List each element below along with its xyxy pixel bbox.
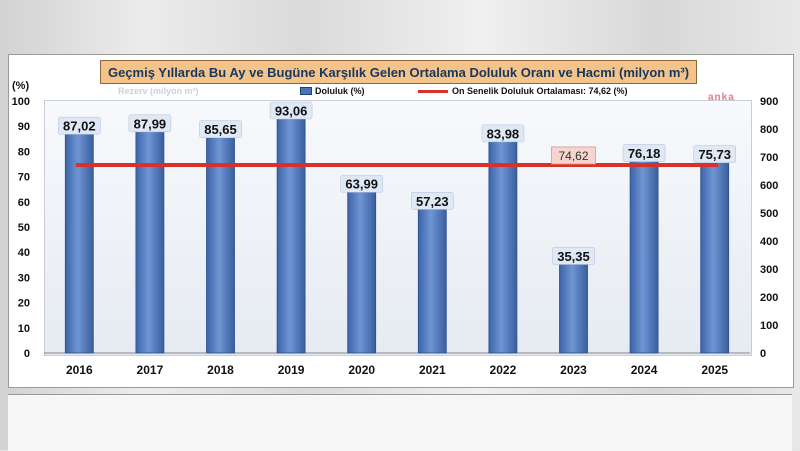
bar-value-box [57,116,101,135]
x-tick-label: 2017 [137,363,164,377]
y-right-tick-label: 100 [760,320,778,332]
bar-2019 [276,118,306,354]
bar-value-label: 75,73 [698,147,731,162]
legend-line-swatch [418,89,448,93]
x-tick-label: 2024 [631,363,658,377]
legend-bar: Doluluk (%) [300,86,365,96]
bar-value-box [410,191,454,210]
legend-bar-swatch [300,87,312,95]
bar-value-label: 76,18 [628,146,661,161]
bar-value-box [481,124,525,143]
lower-panel [8,394,792,451]
bar-value-box [552,247,595,265]
bar-value-label: 87,02 [63,119,96,134]
x-tick-label: 2021 [419,363,446,377]
bar-2024 [629,160,659,354]
bar-2025 [700,161,730,354]
x-tick-label: 2019 [278,363,305,377]
y-left-tick-label: 90 [18,121,30,133]
y-right-tick-label: 200 [760,292,778,304]
bar-value-box [128,114,172,133]
bar-2017 [135,130,165,354]
bar-2022 [488,140,518,354]
y-left-tick-label: 100 [12,96,30,108]
bar-value-label: 85,65 [204,122,237,137]
y-right-tick-label: 800 [760,124,778,136]
x-tick-label: 2022 [490,363,517,377]
ghost-legend-reserve: Rezerv (milyon m³) [118,86,199,96]
y-left-tick-label: 30 [18,272,30,284]
y-left-tick-label: 70 [18,172,30,184]
y-left-tick-label: 50 [18,222,30,234]
reference-line-label: 74,62 [558,149,588,163]
y-right-tick-label: 700 [760,152,778,164]
watermark-logo: anka [708,92,735,103]
y-axis-left-unit: (%) [12,80,30,92]
x-tick-label: 2016 [66,363,93,377]
bar-2021 [417,208,447,354]
y-left-tick-label: 20 [18,298,30,310]
legend-bar-label: Doluluk (%) [315,86,365,96]
bar-value-label: 87,99 [134,116,167,131]
y-right-tick-label: 600 [760,180,778,192]
bar-value-box [269,101,313,120]
bar-2018 [206,136,235,354]
bar-value-label: 63,99 [345,177,378,192]
bar-value-label: 93,06 [275,103,308,118]
x-tick-label: 2025 [701,363,728,377]
bar-value-label: 57,23 [416,194,449,209]
y-right-tick-label: 400 [760,236,778,248]
legend-line: On Senelik Doluluk Ortalaması: 74,62 (%) [418,86,628,96]
reference-label-box [551,146,596,165]
y-right-tick-label: 0 [760,348,766,360]
y-left-tick-label: 10 [18,323,30,335]
legend-line-label: On Senelik Doluluk Ortalaması: 74,62 (%) [452,86,628,96]
bar-value-label: 35,35 [557,249,590,264]
y-right-tick-label: 500 [760,208,778,220]
bar-value-box [622,144,666,162]
y-right-tick-label: 900 [760,96,778,108]
bar-value-box [693,145,737,163]
x-tick-label: 2023 [560,363,587,377]
y-left-tick-label: 80 [18,146,30,158]
y-left-tick-label: 40 [18,247,30,259]
bar-value-label: 83,98 [487,126,520,141]
y-left-tick-label: 60 [18,197,30,209]
bar-value-box [199,120,242,138]
bar-value-box [340,174,384,193]
bar-2020 [347,191,377,354]
bar-2023 [559,263,588,354]
bar-2016 [64,133,94,354]
y-right-tick-label: 300 [760,264,778,276]
y-left-tick-label: 0 [24,348,30,360]
x-tick-label: 2020 [348,363,375,377]
chart-title: Geçmiş Yıllarda Bu Ay ve Bugüne Karşılık… [100,60,697,84]
x-tick-label: 2018 [207,363,234,377]
